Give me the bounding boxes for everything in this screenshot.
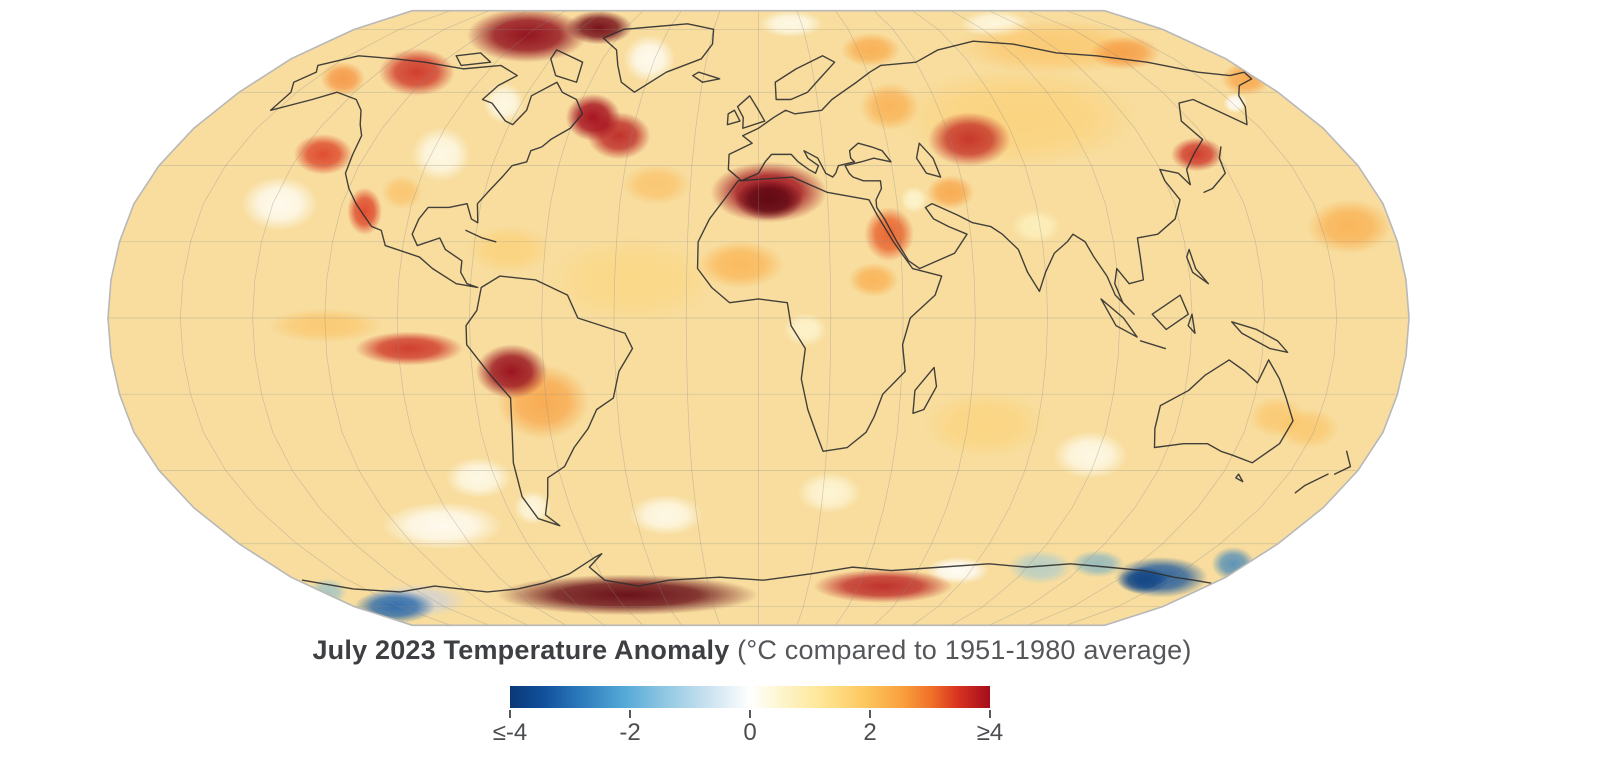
colorbar-tick-label: 2	[863, 719, 877, 746]
anomaly-region-kamchatka-coast-neutral	[1223, 92, 1248, 114]
colorbar-tick-label: ≥4	[976, 719, 1004, 746]
anomaly-region-south-pacific-neutral	[382, 501, 503, 550]
anomaly-region-greenland-neutral	[623, 35, 676, 83]
anomaly-region-canadian-high-arctic	[466, 10, 588, 63]
anomaly-region-southwest-australia-neutral	[1053, 431, 1128, 479]
anomaly-region-central-asia	[927, 112, 1011, 167]
colorbar-legend: ≤-4 -2 0 2 ≥4	[493, 686, 1003, 748]
colorbar-tick	[629, 710, 631, 718]
anomaly-region-antarctica-west-maroon	[496, 574, 759, 616]
anomaly-region-south-atlantic-neutral	[628, 494, 703, 536]
anomaly-region-eurasia-wash	[896, 66, 1142, 169]
world-map	[105, 2, 1412, 634]
anomaly-region-arctic-archipelago-core	[565, 10, 633, 45]
anomaly-region-baja-california	[347, 187, 383, 236]
anomaly-region-ethiopia-sudan	[848, 262, 899, 297]
projection-outline	[107, 9, 1410, 627]
colorbar-tick	[869, 710, 871, 718]
anomaly-region-central-north-america-neutral	[411, 127, 471, 182]
colorbar-tick	[989, 710, 991, 718]
anomaly-region-north-pacific-dateline	[1307, 199, 1392, 254]
anomaly-region-equatorial-east-pacific	[267, 308, 383, 343]
anomaly-region-northeast-asia-japan-sea	[1170, 137, 1224, 172]
anomaly-region-north-of-new-zealand	[1276, 408, 1340, 449]
anomaly-region-atlantic-tropics-wash	[546, 235, 719, 324]
anomaly-region-bering-strait	[1221, 61, 1272, 96]
anomaly-region-south-pacific-warm-band	[355, 331, 464, 366]
anomaly-region-labrador-newfoundland	[565, 93, 621, 142]
coastlines	[269, 23, 1352, 593]
colorbar-tick-label: -2	[619, 719, 641, 746]
anomaly-region-antarctica-east-red	[813, 569, 953, 604]
caption-title: July 2023 Temperature Anomaly	[312, 635, 730, 665]
anomaly-region-northwest-canada	[378, 48, 455, 96]
anomaly-region-barents-svalbard	[840, 32, 901, 67]
caption-units-note: (°C compared to 1951-1980 average)	[737, 635, 1192, 665]
anomaly-region-congo-coast-neutral	[783, 312, 828, 347]
anomaly-region-far-east-antarctic-blue	[1211, 546, 1255, 581]
anomaly-region-alaska-interior	[320, 61, 366, 96]
anomaly-region-northeast-pacific-neutral	[241, 176, 318, 231]
anomaly-region-caribbean-wash	[466, 225, 553, 274]
map-caption: July 2023 Temperature Anomaly (°C compar…	[0, 635, 1504, 666]
world-map-svg	[107, 9, 1410, 627]
anomaly-region-peru-bolivia-andes	[475, 344, 548, 399]
anomaly-region-west-russia-wash	[860, 82, 920, 131]
anomaly-region-indian-ocean-wash	[922, 390, 1048, 459]
anomaly-region-siberia-arctic-coast	[1089, 35, 1161, 70]
anomaly-region-pacific-northwest-offshore	[293, 134, 353, 175]
anomaly-region-cape-agulhas-neutral	[797, 472, 862, 514]
colorbar-tick-label: ≤-4	[492, 719, 528, 746]
anomaly-region-arctic-fram-neutral	[758, 10, 823, 38]
colorbar-gradient	[510, 686, 990, 708]
anomaly-region-iran-plateau	[926, 175, 975, 210]
anomaly-region-us-southwest	[381, 175, 423, 210]
anomaly-region-iraq-neutral	[900, 186, 928, 214]
graticule-grid	[107, 10, 1410, 626]
colorbar-tick	[749, 710, 751, 718]
anomaly-region-algeria-maroon-core	[734, 179, 804, 221]
anomaly-region-sahel-wash	[697, 240, 784, 289]
anomaly-region-indian-antarctic-lightblue	[1008, 550, 1073, 585]
colorbar-tick	[509, 710, 511, 718]
anomaly-region-india-neutral	[1011, 209, 1062, 244]
anomaly-region-hudson-bay-neutral	[483, 82, 525, 124]
map-layers	[107, 10, 1410, 626]
anomaly-region-chile-coast-neutral	[445, 457, 512, 499]
anomaly-region-adelie-coast-blue	[1070, 550, 1125, 578]
anomaly-region-azores-wash	[622, 164, 691, 206]
colorbar-tick-label: 0	[743, 719, 757, 746]
